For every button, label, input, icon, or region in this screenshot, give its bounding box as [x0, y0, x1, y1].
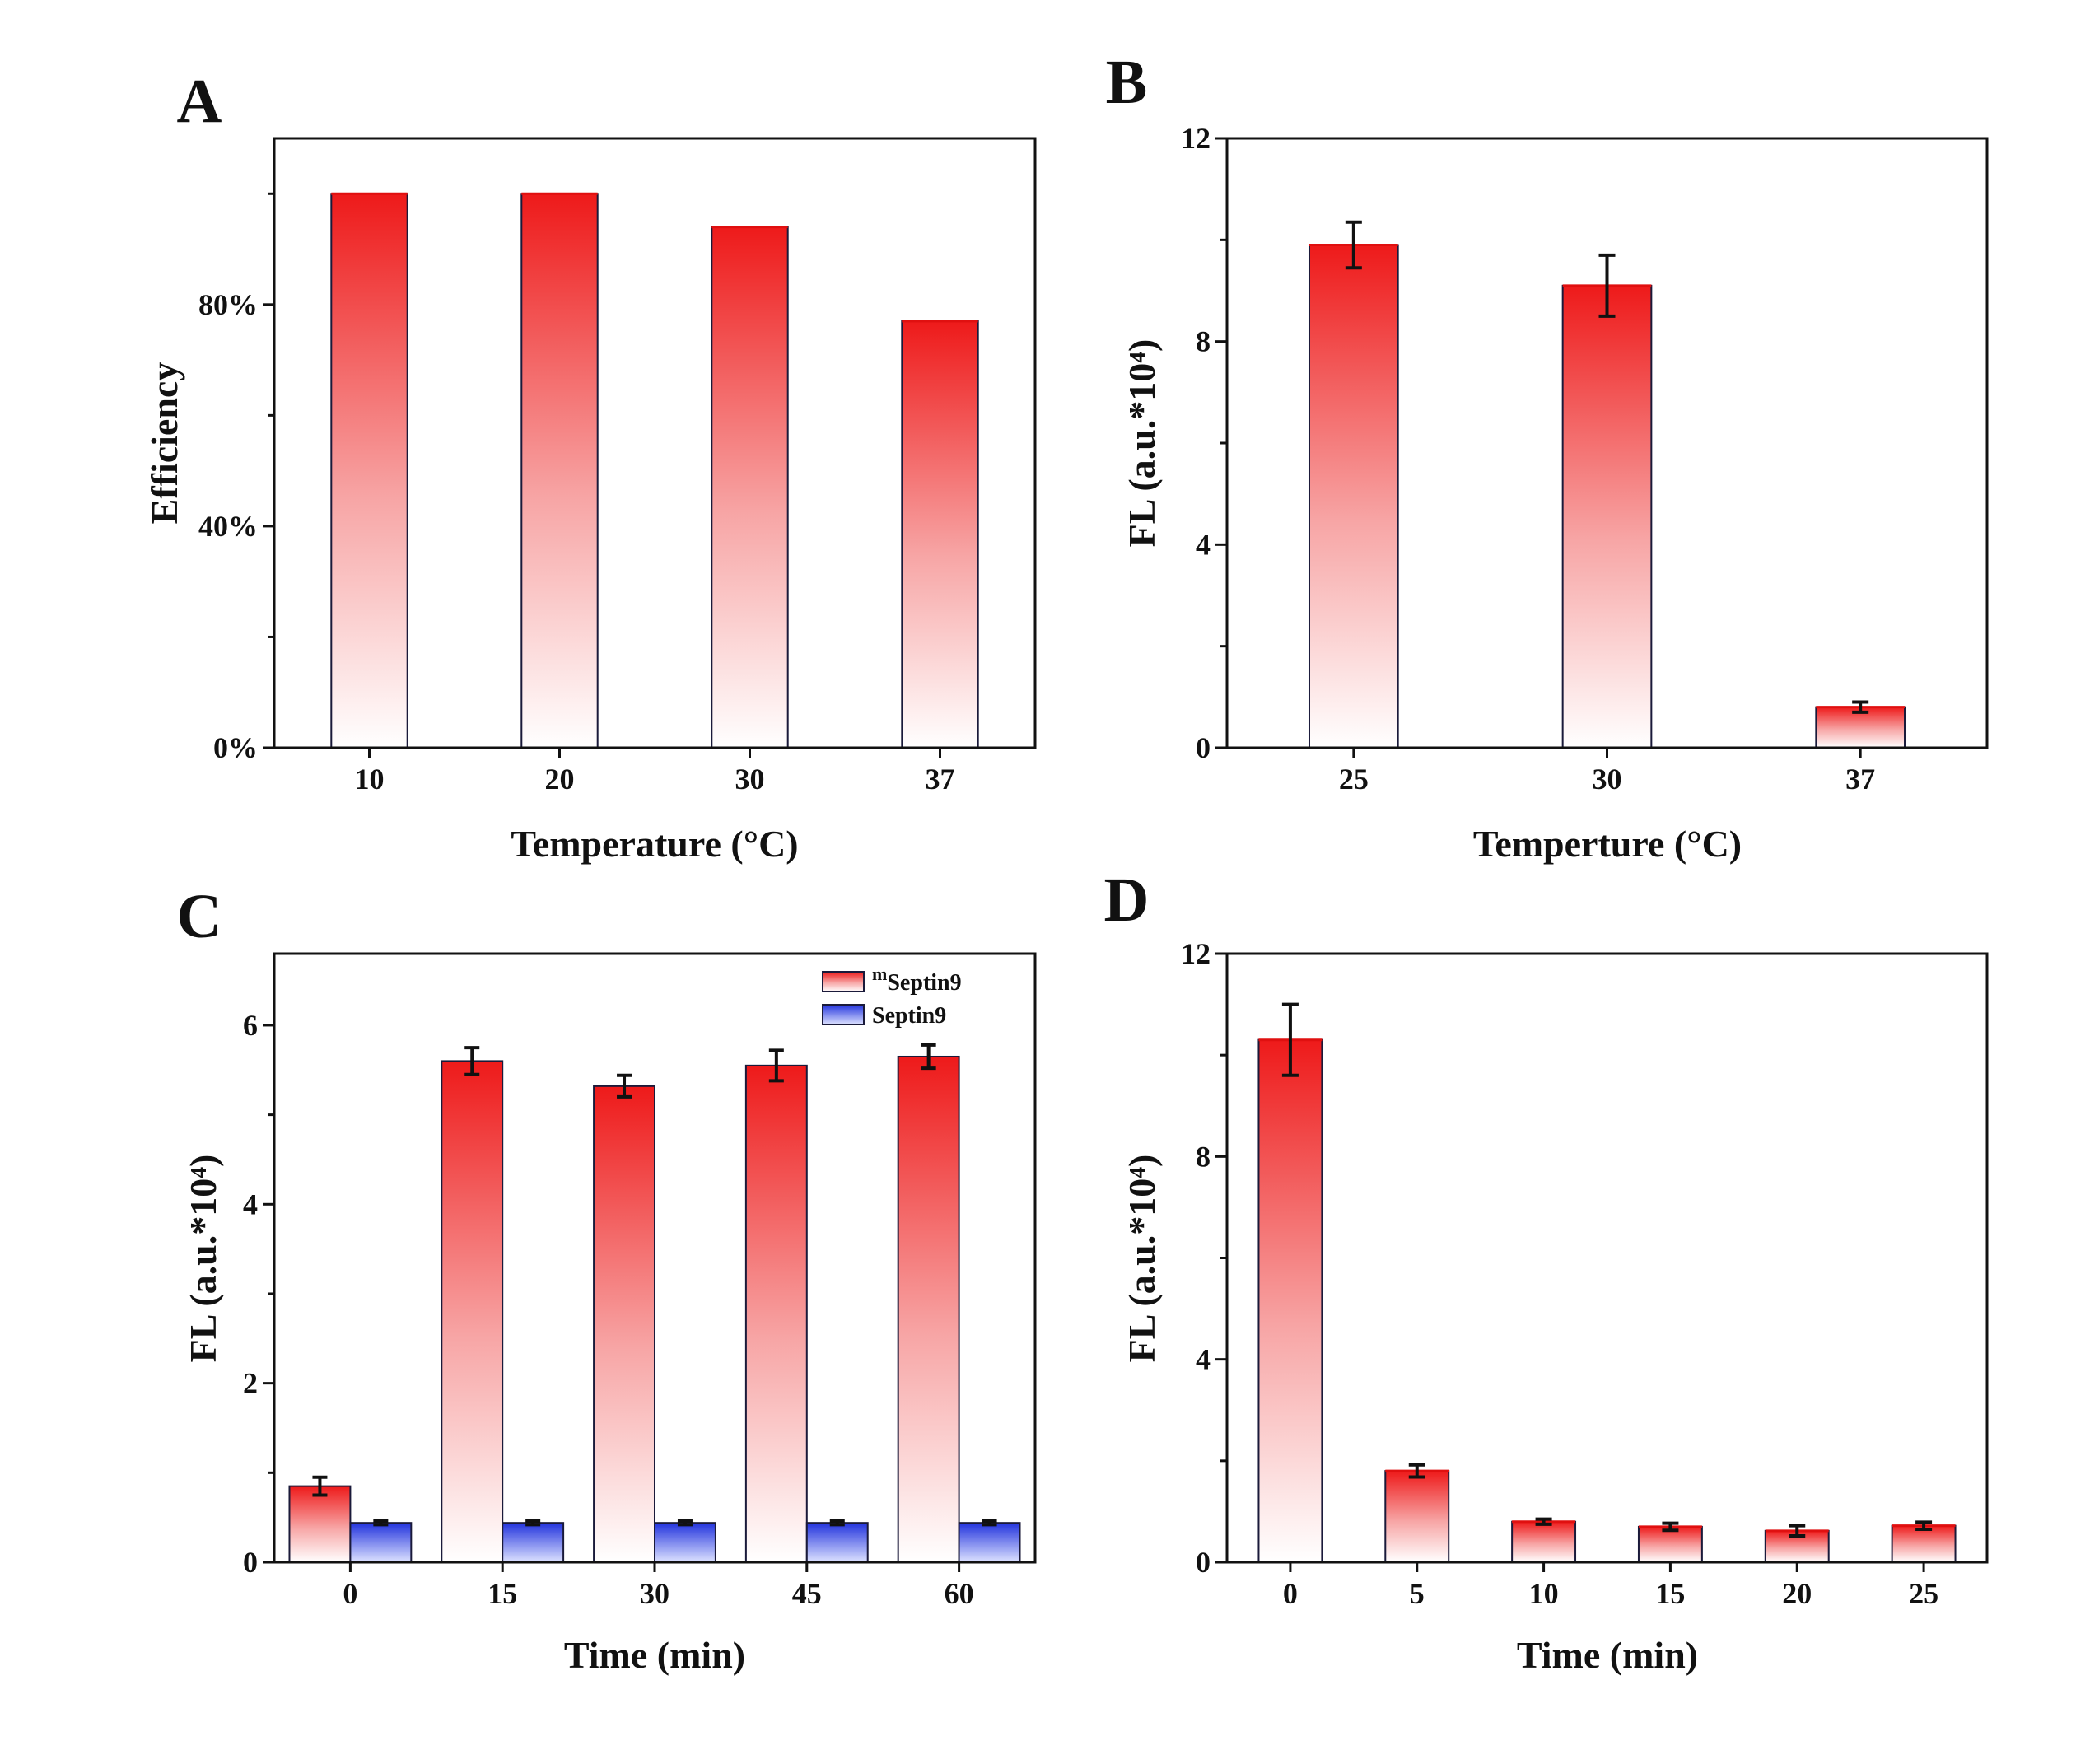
bar-mseptin9	[441, 1060, 504, 1563]
panel-d: D 0 4 8 12 0 5 10 15 20 25 Time (min) FL (a.u.*10⁴)	[1104, 866, 1989, 1676]
y-tick-label: 4	[243, 1188, 258, 1220]
y-tick-label: 8	[1196, 1140, 1211, 1173]
panel-letter: D	[1104, 866, 1150, 935]
y-tick-label: 0	[1196, 731, 1211, 764]
x-tick-label: 0	[343, 1577, 357, 1610]
bar	[330, 193, 408, 749]
bar-septin9	[958, 1522, 1021, 1564]
bar-mseptin9	[288, 1485, 352, 1563]
bar-septin9	[654, 1522, 716, 1564]
y-tick-label: 0	[1196, 1546, 1211, 1579]
x-tick-label: 30	[735, 763, 765, 796]
x-tick-label: 25	[1339, 763, 1369, 796]
y-tick-label: 12	[1181, 937, 1211, 970]
x-axis-title: Temperture (°C)	[1473, 823, 1742, 865]
panel-letter: A	[177, 67, 222, 136]
y-tick-label: 6	[243, 1009, 258, 1042]
y-axis-title: FL (a.u.*10⁴)	[1121, 1155, 1163, 1363]
bar	[1561, 284, 1653, 749]
x-tick-label: 60	[945, 1577, 974, 1610]
bar	[520, 193, 599, 749]
bar	[1384, 1470, 1450, 1564]
panel-b: B 0 4 8 12 25 30 37 Temperture (°C) FL (a.u.*10⁴)	[1106, 48, 1989, 865]
x-tick-label: 10	[355, 763, 385, 796]
y-axis-title: FL (a.u.*10⁴)	[182, 1155, 224, 1363]
bar-septin9	[502, 1522, 565, 1564]
y-tick-label: 40%	[198, 510, 258, 543]
y-axis-title: Efficiency	[143, 362, 185, 525]
x-axis-title: Time (min)	[564, 1634, 745, 1676]
bar-septin9	[805, 1522, 869, 1564]
x-tick-label: 37	[1845, 763, 1875, 796]
panel-letter: B	[1106, 48, 1148, 117]
x-tick-label: 5	[1410, 1577, 1425, 1610]
bar	[711, 226, 789, 749]
bar-mseptin9	[744, 1064, 808, 1563]
x-tick-label: 20	[1782, 1577, 1812, 1610]
y-axis-title: FL (a.u.*10⁴)	[1121, 339, 1163, 548]
bar	[901, 320, 979, 749]
x-tick-label: 15	[1655, 1577, 1685, 1610]
plot-frame	[273, 137, 1037, 749]
y-tick-label: 12	[1181, 122, 1211, 155]
x-tick-label: 30	[640, 1577, 669, 1610]
y-tick-label: 8	[1196, 325, 1211, 358]
panel-a: A 0% 40% 80% 10 20 30 37 Temperature (°C) Efficie…	[143, 67, 1037, 865]
bar-mseptin9	[897, 1055, 960, 1563]
x-tick-label: 15	[488, 1577, 517, 1610]
x-tick-label: 45	[792, 1577, 822, 1610]
x-tick-label: 30	[1593, 763, 1622, 796]
bar-septin9	[349, 1522, 413, 1564]
x-tick-label: 0	[1283, 1577, 1298, 1610]
x-tick-label: 37	[926, 763, 955, 796]
bar	[1511, 1520, 1577, 1563]
x-tick-label: 25	[1909, 1577, 1938, 1610]
y-tick-label: 80%	[198, 288, 258, 321]
legend-entry: Septin9	[872, 1003, 946, 1029]
x-axis-title: Time (min)	[1517, 1634, 1698, 1676]
x-tick-label: 20	[545, 763, 575, 796]
bar	[1257, 1038, 1323, 1563]
legend-swatch	[822, 1004, 865, 1025]
x-tick-label: 10	[1529, 1577, 1559, 1610]
bar-mseptin9	[593, 1085, 656, 1563]
plot-frame	[1225, 952, 1989, 1564]
y-tick-label: 4	[1196, 528, 1211, 561]
y-tick-label: 0	[243, 1546, 258, 1579]
bar	[1815, 706, 1906, 749]
bar	[1891, 1524, 1957, 1564]
y-tick-label: 0%	[213, 731, 258, 764]
bar	[1308, 244, 1399, 749]
bar	[1637, 1525, 1703, 1564]
legend-entry: mSeptin9	[872, 964, 962, 996]
panel-letter: C	[177, 882, 222, 951]
x-axis-title: Temperature (°C)	[511, 823, 798, 865]
y-tick-label: 4	[1196, 1343, 1211, 1376]
y-tick-label: 2	[243, 1367, 258, 1400]
legend-swatch	[822, 971, 865, 992]
